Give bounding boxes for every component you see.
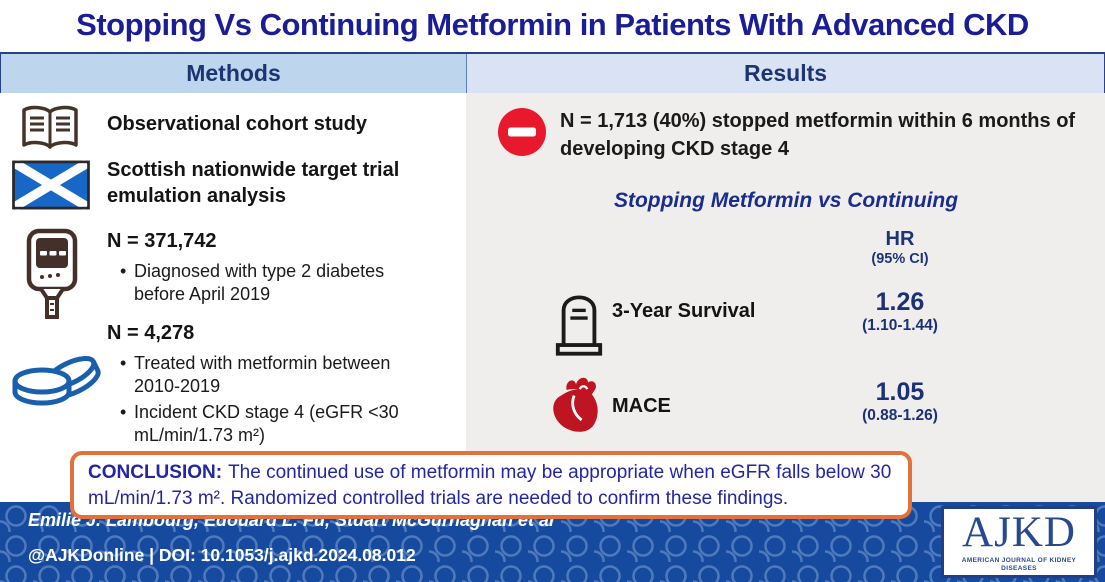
hr-value: 1.26 [875, 288, 925, 316]
ajkd-logo-text: AJKD [962, 509, 1076, 556]
column-header-row: Methods Results [0, 52, 1105, 95]
glucose-meter-icon [21, 226, 83, 324]
methods-bullet: Diagnosed with type 2 diabetes before Ap… [118, 260, 438, 306]
methods-bullet: Treated with metformin between 2010-2019 [118, 352, 438, 398]
methods-incident-bullets: Treated with metformin between 2010-2019… [118, 349, 438, 447]
outcome-label-survival: 3-Year Survival [612, 300, 756, 322]
hr-cell-mace: 1.05 (0.88-1.26) [810, 378, 990, 426]
hr-ci: (0.88-1.26) [862, 407, 938, 424]
conclusion-box: CONCLUSION: The continued use of metformi… [70, 451, 912, 519]
methods-incident-n: N = 4,278 [107, 322, 195, 344]
hr-cell-survival: 1.26 (1.10-1.44) [810, 288, 990, 336]
doi-line: @AJKDonline | DOI: 10.1053/j.ajkd.2024.0… [28, 545, 416, 565]
page-title: Stopping Vs Continuing Metformin in Pati… [76, 7, 1029, 42]
methods-item-study-design: Observational cohort study [107, 113, 368, 135]
hr-value: 1.05 [875, 378, 925, 406]
methods-bullet: Incident CKD stage 4 (eGFR <30 mL/min/1.… [118, 401, 438, 447]
open-book-icon [16, 103, 84, 155]
methods-cohort-bullets: Diagnosed with type 2 diabetes before Ap… [118, 257, 438, 306]
outcome-label-mace: MACE [612, 395, 671, 417]
scotland-flag-icon [12, 160, 90, 210]
ajkd-logo-subtext: AMERICAN JOURNAL OF KIDNEY DISEASES [961, 557, 1077, 572]
methods-header: Methods [1, 54, 467, 93]
methods-item-setting: Scottish nationwide target trial emulati… [107, 159, 400, 207]
tombstone-icon [553, 281, 605, 359]
results-header: Results [467, 54, 1104, 93]
results-finding: N = 1,713 (40%) stopped metformin within… [560, 110, 1076, 160]
stop-icon [497, 107, 547, 157]
methods-cohort-n: N = 371,742 [107, 230, 217, 252]
conclusion-text: The continued use of metformin may be ap… [88, 462, 892, 509]
pills-icon [4, 338, 104, 416]
hr-ci: (1.10-1.44) [862, 317, 938, 334]
hr-label: HR [885, 228, 915, 250]
ajkd-logo: AJKD AMERICAN JOURNAL OF KIDNEY DISEASES [941, 506, 1097, 578]
heart-icon [546, 372, 606, 438]
conclusion-label: CONCLUSION: [88, 462, 223, 483]
hr-column-header: HR (95% CI) [810, 228, 990, 268]
comparison-title: Stopping Metformin vs Continuing [613, 189, 959, 212]
hr-ci-label: (95% CI) [871, 251, 929, 267]
